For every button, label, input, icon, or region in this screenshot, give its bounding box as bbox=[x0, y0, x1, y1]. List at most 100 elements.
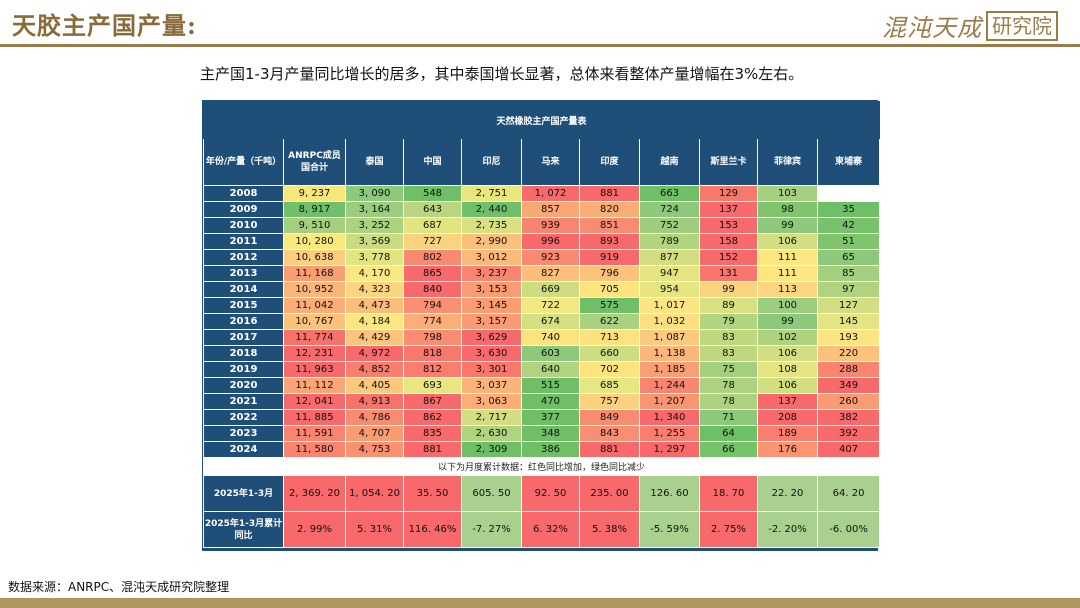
data-cell: 111 bbox=[757, 249, 818, 266]
data-cell: 851 bbox=[579, 217, 640, 234]
data-cell: 835 bbox=[403, 425, 462, 442]
data-cell: 126. 60 bbox=[639, 475, 700, 512]
production-table: 天然橡胶主产国产量表 年份/产量（千吨） ANRPC成员国合计 泰国 中国 印尼 马来印… bbox=[202, 101, 881, 548]
row-label: 2021 bbox=[203, 393, 284, 410]
data-cell: 713 bbox=[579, 329, 640, 346]
data-cell: 12, 041 bbox=[283, 393, 346, 410]
data-cell: 812 bbox=[403, 361, 462, 378]
data-cell: 2, 630 bbox=[461, 425, 522, 442]
data-cell: 575 bbox=[579, 297, 640, 314]
data-cell: 3, 237 bbox=[461, 265, 522, 282]
row-label: 2025年1-3月累计同比 bbox=[203, 511, 284, 548]
data-cell: 3, 301 bbox=[461, 361, 522, 378]
data-cell: 3, 164 bbox=[345, 201, 404, 218]
data-cell: 877 bbox=[639, 249, 700, 266]
data-cell: 71 bbox=[699, 409, 758, 426]
data-cell: 3, 153 bbox=[461, 281, 522, 298]
data-cell: 687 bbox=[403, 217, 462, 234]
data-cell: 193 bbox=[816, 329, 881, 346]
data-cell: 89 bbox=[699, 297, 758, 314]
data-cell: 1, 054. 20 bbox=[345, 475, 404, 512]
data-cell: 2, 751 bbox=[461, 185, 522, 202]
table-row: 2010 9, 510 3, 252 687 2, 735 939 851 752 153 99 4… bbox=[203, 217, 881, 234]
data-cell: 386 bbox=[521, 441, 580, 458]
data-cell: 35. 50 bbox=[403, 475, 462, 512]
data-cell bbox=[816, 185, 881, 202]
row-label: 2010 bbox=[203, 217, 284, 234]
data-cell: 881 bbox=[403, 441, 462, 458]
data-cell: 66 bbox=[699, 441, 758, 458]
data-cell: 4, 707 bbox=[345, 425, 404, 442]
yoy-change-row: 2025年1-3月累计同比 2. 99% 5. 31% 116. 46% -7. 27%… bbox=[203, 511, 881, 548]
data-cell: 11, 885 bbox=[283, 409, 346, 426]
data-cell: 99 bbox=[757, 217, 818, 234]
data-cell: 116. 46% bbox=[403, 511, 462, 548]
data-cell: 640 bbox=[521, 361, 580, 378]
row-label: 2009 bbox=[203, 201, 284, 218]
data-cell: 113 bbox=[757, 281, 818, 298]
data-cell: 2, 309 bbox=[461, 441, 522, 458]
table-row: 2012 10, 638 3, 778 802 3, 012 923 919 877 152 11… bbox=[203, 249, 881, 266]
logo-main-text: 混沌天成 bbox=[882, 14, 982, 42]
table-row: 2011 10, 280 3, 569 727 2, 990 996 893 789 158 10… bbox=[203, 233, 881, 250]
data-cell: 2. 99% bbox=[283, 511, 346, 548]
data-cell: 4, 972 bbox=[345, 345, 404, 362]
table-note: 以下为月度累计数据：红色同比增加，绿色同比减少 bbox=[202, 457, 881, 476]
table-row: 2016 10, 767 4, 184 774 3, 157 674 622 1, 032 79… bbox=[203, 313, 881, 330]
data-cell: 622 bbox=[579, 313, 640, 330]
data-cell: 99 bbox=[757, 313, 818, 330]
data-cell: 152 bbox=[699, 249, 758, 266]
data-cell: 5. 31% bbox=[345, 511, 404, 548]
data-cell: 4, 753 bbox=[345, 441, 404, 458]
data-cell: 153 bbox=[699, 217, 758, 234]
data-cell: 3, 252 bbox=[345, 217, 404, 234]
data-cell: -5. 59% bbox=[639, 511, 700, 548]
data-cell: 881 bbox=[579, 441, 640, 458]
row-label: 2008 bbox=[203, 185, 284, 202]
table-row: 2022 11, 885 4, 786 862 2, 717 377 849 1, 340 71… bbox=[203, 409, 881, 426]
data-cell: 189 bbox=[757, 425, 818, 442]
data-cell: 92. 50 bbox=[521, 475, 580, 512]
data-cell: 10, 767 bbox=[283, 313, 346, 330]
data-cell: 8, 917 bbox=[283, 201, 346, 218]
row-label: 2019 bbox=[203, 361, 284, 378]
column-header: 柬埔寨 bbox=[816, 138, 881, 186]
row-label: 2023 bbox=[203, 425, 284, 442]
data-cell: 685 bbox=[579, 377, 640, 394]
data-cell: 796 bbox=[579, 265, 640, 282]
data-cell: 10, 638 bbox=[283, 249, 346, 266]
column-header: 马来 bbox=[521, 138, 580, 186]
data-cell: 349 bbox=[816, 377, 881, 394]
data-cell: 9, 510 bbox=[283, 217, 346, 234]
data-cell: 235. 00 bbox=[579, 475, 640, 512]
data-cell: 85 bbox=[816, 265, 881, 282]
row-label: 2012 bbox=[203, 249, 284, 266]
data-cell: 840 bbox=[403, 281, 462, 298]
data-cell: 127 bbox=[816, 297, 881, 314]
data-cell: 108 bbox=[757, 361, 818, 378]
data-cell: 1, 185 bbox=[639, 361, 700, 378]
data-cell: 75 bbox=[699, 361, 758, 378]
data-cell: 4, 913 bbox=[345, 393, 404, 410]
data-cell: 843 bbox=[579, 425, 640, 442]
row-label: 2011 bbox=[203, 233, 284, 250]
table-row: 2008 9, 237 3, 090 548 2, 751 1, 072 881 663 129… bbox=[203, 185, 881, 202]
column-header: 越南 bbox=[639, 138, 700, 186]
data-cell: 3, 090 bbox=[345, 185, 404, 202]
data-cell: 954 bbox=[639, 281, 700, 298]
production-table-container: 天然橡胶主产国产量表 年份/产量（千吨） ANRPC成员国合计 泰国 中国 印尼 马来印… bbox=[202, 100, 881, 551]
table-row: 2024 11, 580 4, 753 881 2, 309 386 881 1, 297 66… bbox=[203, 441, 881, 458]
data-cell: 2, 369. 20 bbox=[283, 475, 346, 512]
table-row: 2015 11, 042 4, 473 794 3, 145 722 575 1, 017 89… bbox=[203, 297, 881, 314]
table-row: 2009 8, 917 3, 164 643 2, 440 857 820 724 137 98 3… bbox=[203, 201, 881, 218]
data-cell: 11, 591 bbox=[283, 425, 346, 442]
table-row: 2013 11, 168 4, 170 865 3, 237 827 796 947 131 11… bbox=[203, 265, 881, 282]
data-cell: 18. 70 bbox=[699, 475, 758, 512]
table-row: 2019 11, 963 4, 852 812 3, 301 640 702 1, 185 75… bbox=[203, 361, 881, 378]
row-label: 2025年1-3月 bbox=[203, 475, 284, 512]
column-header: 印尼 bbox=[461, 138, 522, 186]
table-header-row: 年份/产量（千吨） ANRPC成员国合计 泰国 中国 印尼 马来 印度 越南 斯里兰卡 菲律宾柬… bbox=[203, 138, 881, 186]
data-cell: 794 bbox=[403, 297, 462, 314]
data-cell: 158 bbox=[699, 233, 758, 250]
row-label: 2015 bbox=[203, 297, 284, 314]
